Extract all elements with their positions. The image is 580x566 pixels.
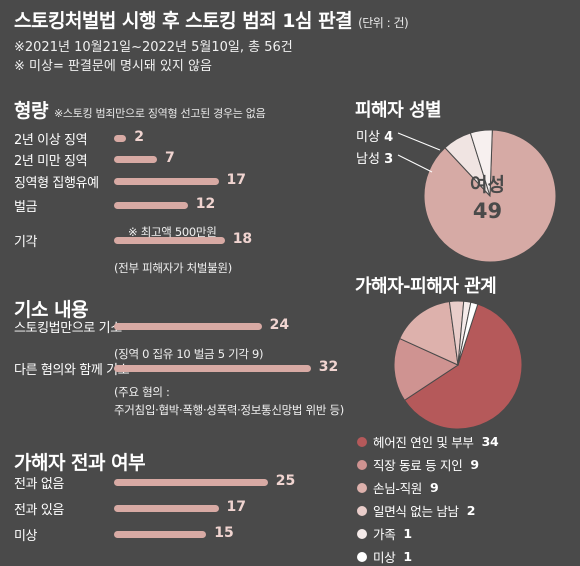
legend-item-coworker: 직장 동료 등 지인 9 (357, 455, 498, 474)
fine-annotation: ※ 최고액 500만원 (128, 225, 217, 239)
bar-value-under-2yr: 7 (165, 150, 175, 166)
legend-label-customer: 손님-직원 (373, 481, 423, 496)
legend-item-ex-partner: 헤어진 연인 및 부부 34 (357, 432, 499, 451)
bar-label-suspended: 징역형 집행유예 (14, 176, 99, 191)
legend-item-customer: 손님-직원 9 (357, 478, 498, 497)
legend-swatch-coworker (357, 459, 367, 470)
bar-label-has-record: 전과 있음 (14, 503, 64, 518)
bar-fine (114, 202, 188, 209)
legend-swatch-customer (357, 482, 367, 493)
gender-label-female: 여성 49 (470, 174, 505, 223)
indictment-annotation-1: (징역 0 집유 10 벌금 5 기각 9) (114, 347, 264, 361)
bar-no-record (114, 479, 268, 486)
legend-label-family: 가족 (373, 527, 396, 542)
pie-slice-family (457, 300, 472, 366)
bar-value-with-other-charges: 32 (318, 359, 339, 375)
bar-suspended (114, 178, 219, 185)
leader-line-0 (397, 132, 441, 151)
leader-line-1 (397, 154, 433, 173)
legend-value-unknown: 1 (403, 549, 412, 564)
legend-label-ex-partner: 헤어진 연인 및 부부 (373, 435, 474, 450)
bar-label-unknown: 미상 (14, 529, 38, 544)
pie-slice-customer (399, 301, 459, 366)
legend-swatch-unknown (357, 551, 367, 562)
bar-value-stalking-only: 24 (269, 317, 290, 333)
pie-slice-stranger (448, 300, 465, 366)
chart-title: 스토킹처벌법 시행 후 스토킹 범죄 1심 판결 (단위 : 건) (14, 10, 409, 32)
legend-value-coworker: 9 (470, 457, 479, 472)
bar-label-fine: 벌금 (14, 200, 38, 215)
bar-label-dismissed: 기각 (14, 235, 38, 250)
bar-value-no-record: 25 (275, 473, 296, 489)
legend-value-customer: 9 (430, 480, 439, 495)
pie-slice-unknown (457, 301, 479, 366)
bar-label-with-other-charges: 다른 혐의와 함께 기소 (14, 363, 130, 378)
indictment-annotation-2: (주요 혐의 : (114, 385, 170, 399)
bar-stalking-only (114, 323, 262, 330)
legend-label-coworker: 직장 동료 등 지인 (373, 458, 463, 473)
period-note: ※2021년 10월21일~2022년 5월10일, 총 56건 (14, 40, 293, 55)
legend-item-family: 가족 1 (357, 524, 498, 543)
indictment-annotation-3: 주거침입·협박·폭행·성폭력·정보통신망법 위반 등) (114, 403, 344, 417)
sentence-section-note: ※스토킹 범죄만으로 징역형 선고된 경우는 없음 (53, 107, 266, 120)
record-section-title: 가해자 전과 여부 (14, 452, 146, 474)
indictment-section-title: 기소 내용 (14, 299, 89, 321)
legend-item-stranger: 일면식 없는 남남 2 (357, 501, 498, 520)
legend-item-unknown: 미상 1 (357, 547, 498, 566)
gender-label-male: 남성 3 (356, 152, 394, 167)
bar-label-no-record: 전과 없음 (14, 477, 64, 492)
legend-value-ex-partner: 34 (481, 434, 499, 449)
bar-label-over-2yr: 2년 이상 징역 (14, 133, 88, 148)
bar-value-has-record: 17 (226, 499, 247, 515)
bar-with-other-charges (114, 365, 311, 372)
relation-pie-title: 가해자-피해자 관계 (355, 276, 497, 297)
relation-legend: 헤어진 연인 및 부부 34 직장 동료 등 지인 9 손님-직원 9 일면식 없는 남남 2… (357, 432, 499, 566)
legend-label-stranger: 일면식 없는 남남 (373, 504, 459, 519)
pie-slice-ex-partner (403, 303, 523, 430)
bar-has-record (114, 505, 219, 512)
gender-label-unknown: 미상 4 (356, 130, 394, 145)
bar-value-unknown: 15 (214, 525, 234, 541)
sentence-section-title: 형량 ※스토킹 범죄만으로 징역형 선고된 경우는 없음 (14, 100, 266, 122)
gender-pie-title: 피해자 성별 (355, 100, 442, 121)
legend-value-family: 1 (403, 526, 412, 541)
dismissal-annotation: (전부 피해자가 처벌불원) (114, 261, 232, 275)
bar-value-over-2yr: 2 (134, 129, 145, 145)
legend-swatch-stranger (357, 505, 367, 516)
bar-unknown (114, 531, 207, 538)
bar-value-fine: 12 (195, 196, 216, 212)
bar-value-dismissed: 18 (232, 231, 253, 247)
unknown-note: ※ 미상= 판결문에 명시돼 있지 않음 (14, 59, 212, 74)
bar-label-stalking-only: 스토킹법만으로 기소 (14, 321, 122, 336)
bar-label-under-2yr: 2년 미만 징역 (14, 154, 88, 169)
legend-label-unknown: 미상 (373, 550, 396, 565)
legend-swatch-ex-partner (357, 436, 367, 447)
pie-slice-coworker (393, 337, 460, 401)
bar-over-2yr (114, 135, 127, 142)
bar-dismissed (114, 237, 225, 244)
bar-value-suspended: 17 (226, 172, 247, 188)
legend-value-stranger: 2 (466, 503, 476, 518)
bar-under-2yr (114, 156, 158, 163)
unit-label: (단위 : 건) (358, 16, 409, 30)
legend-swatch-family (357, 528, 367, 539)
